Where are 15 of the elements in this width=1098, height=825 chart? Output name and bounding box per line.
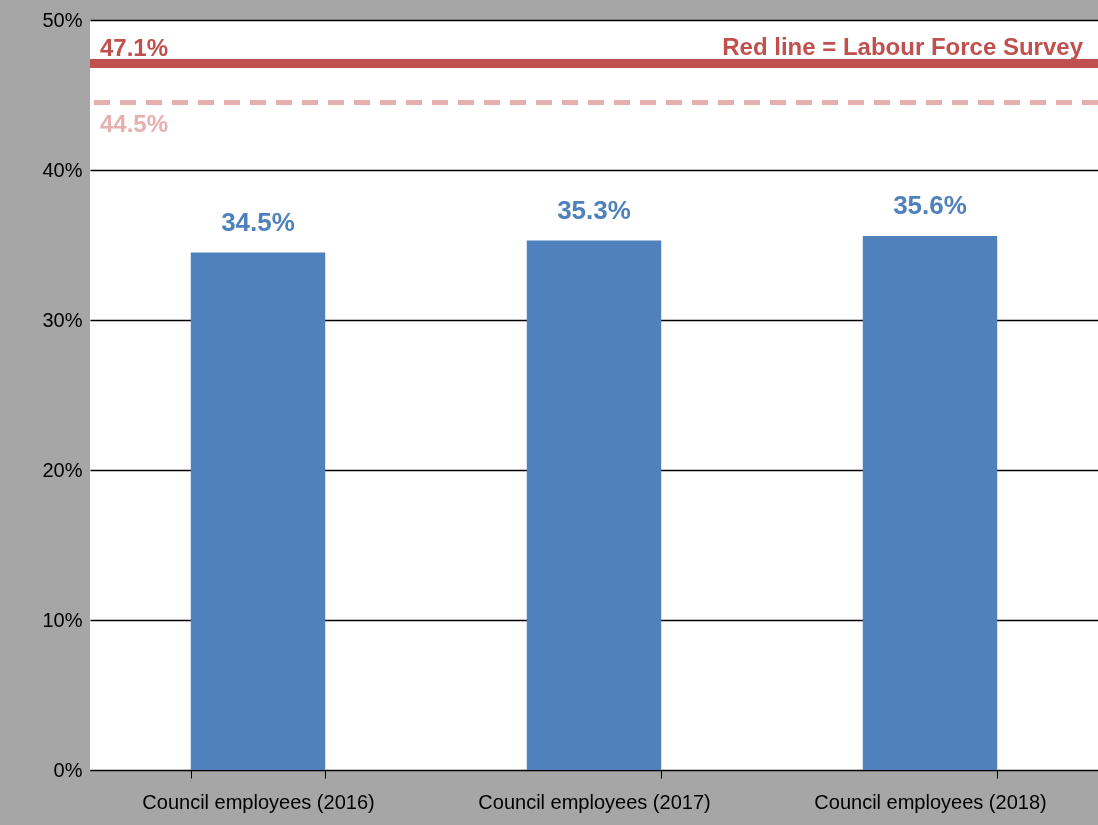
y-tick-label: 10% <box>42 608 83 631</box>
ref-line-label: 47.1% <box>100 33 169 61</box>
ref-line-label: 44.5% <box>100 109 169 137</box>
x-tick-label: Council employees (2018) <box>814 790 1047 813</box>
data-label: 35.6% <box>893 190 967 220</box>
x-tick-label: Council employees (2016) <box>142 790 375 813</box>
y-tick-label: 50% <box>42 8 83 31</box>
data-label: 34.5% <box>221 206 295 237</box>
x-tick-label: Council employees (2017) <box>478 790 711 813</box>
y-tick-label: 20% <box>42 458 83 481</box>
y-tick-label: 40% <box>42 158 83 181</box>
y-tick-label: 30% <box>42 308 83 331</box>
y-tick-label: 0% <box>53 758 83 781</box>
data-label: 35.3% <box>557 194 631 225</box>
annotation: Red line = Labour Force Survey <box>722 33 1084 60</box>
